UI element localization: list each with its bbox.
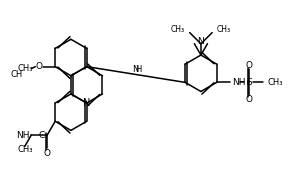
- Text: CH₃: CH₃: [170, 25, 185, 34]
- Text: O: O: [246, 61, 253, 70]
- Text: C: C: [38, 131, 44, 140]
- Text: H: H: [135, 65, 141, 74]
- Text: O: O: [44, 149, 51, 158]
- Text: CH₃: CH₃: [267, 78, 283, 87]
- Text: S: S: [247, 78, 252, 87]
- Text: CH₃: CH₃: [217, 25, 231, 34]
- Text: NH: NH: [16, 131, 29, 140]
- Text: O: O: [36, 62, 43, 71]
- Text: NH: NH: [232, 78, 245, 87]
- Text: N: N: [83, 98, 90, 108]
- Text: N: N: [132, 65, 138, 74]
- Text: CH₃: CH₃: [17, 145, 33, 154]
- Text: N: N: [198, 37, 204, 46]
- Text: O: O: [246, 95, 253, 104]
- Text: CH₃: CH₃: [18, 64, 33, 73]
- Text: CH: CH: [10, 70, 22, 79]
